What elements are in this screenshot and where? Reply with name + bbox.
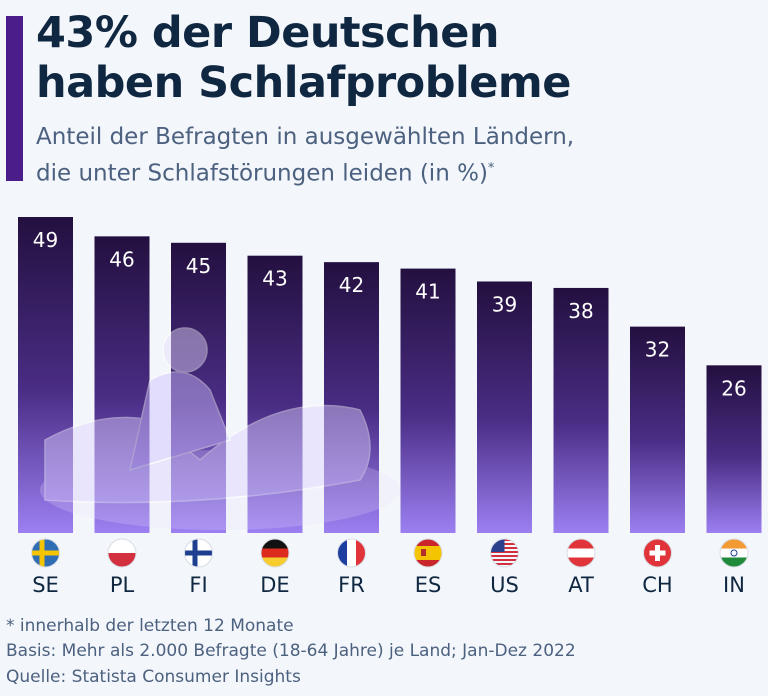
finland-flag-icon — [184, 539, 213, 567]
data-label-AT: 38 — [568, 299, 593, 323]
accent-bar — [6, 16, 23, 181]
source-note: Quelle: Statista Consumer Insights — [6, 667, 301, 687]
flag-border — [490, 538, 519, 568]
flag-border — [337, 538, 366, 568]
austria-flag-icon — [567, 539, 595, 567]
flag-border — [643, 538, 672, 568]
category-label-SE: SE — [32, 573, 59, 597]
flag-border — [566, 538, 596, 568]
data-label-CH: 32 — [645, 338, 670, 362]
spain-flag-icon — [414, 539, 442, 567]
data-label-PL: 46 — [109, 247, 134, 271]
germany-flag-icon — [261, 539, 289, 567]
data-label-SE: 49 — [33, 228, 58, 252]
category-label-PL: PL — [110, 573, 135, 597]
data-label-FI: 45 — [186, 254, 211, 278]
bar-PL — [94, 236, 150, 534]
category-label-FR: FR — [338, 573, 365, 597]
flag-border — [184, 538, 213, 568]
bar-DE — [247, 255, 303, 533]
category-label-AT: AT — [568, 573, 594, 597]
bar-FI — [171, 242, 226, 534]
flag-border — [107, 538, 137, 568]
data-label-IN: 26 — [721, 376, 746, 400]
bar-FR — [324, 262, 379, 533]
data-label-US: 39 — [492, 292, 517, 316]
bar-AT — [553, 287, 609, 533]
category-label-US: US — [490, 573, 519, 597]
category-label-IN: IN — [723, 573, 745, 597]
bar-IN — [706, 365, 762, 533]
flag-border — [31, 538, 60, 568]
flag-border — [260, 538, 290, 568]
footnote: * innerhalb der letzten 12 Monate — [6, 616, 294, 636]
bar-ES — [400, 268, 456, 533]
title-line-2: haben Schlafprobleme — [36, 58, 571, 108]
footnote-mark: * — [487, 161, 495, 176]
bar-US — [477, 281, 532, 533]
sweden-flag-icon — [31, 539, 60, 567]
india-flag-icon — [720, 539, 748, 567]
flag-border — [413, 538, 443, 568]
sleepless-person-illustration — [40, 327, 400, 530]
data-label-ES: 41 — [415, 280, 440, 304]
subtitle-line-2: die unter Schlafstörungen leiden (in %) — [36, 160, 488, 187]
category-label-ES: ES — [415, 573, 442, 597]
flag-border — [719, 538, 749, 568]
usa-flag-icon — [490, 539, 519, 565]
chart-title: 43% der Deutschen haben Schlafprobleme — [36, 8, 571, 108]
data-label-DE: 43 — [262, 267, 287, 291]
basis-note: Basis: Mehr als 2.000 Befragte (18-64 Ja… — [6, 641, 576, 661]
bar-CH — [630, 326, 685, 533]
poland-flag-icon — [108, 539, 136, 567]
category-label-FI: FI — [189, 573, 207, 597]
subtitle-line-1: Anteil der Befragten in ausgewählten Län… — [36, 124, 575, 150]
france-flag-icon — [337, 539, 366, 567]
chart-subtitle: Anteil der Befragten in ausgewählten Län… — [36, 122, 574, 190]
data-label-FR: 42 — [339, 273, 364, 297]
title-line-1: 43% der Deutschen — [36, 8, 500, 58]
category-label-DE: DE — [260, 573, 289, 597]
switzerland-flag-icon — [643, 539, 672, 567]
bar-SE — [18, 217, 73, 533]
category-label-CH: CH — [642, 573, 672, 597]
